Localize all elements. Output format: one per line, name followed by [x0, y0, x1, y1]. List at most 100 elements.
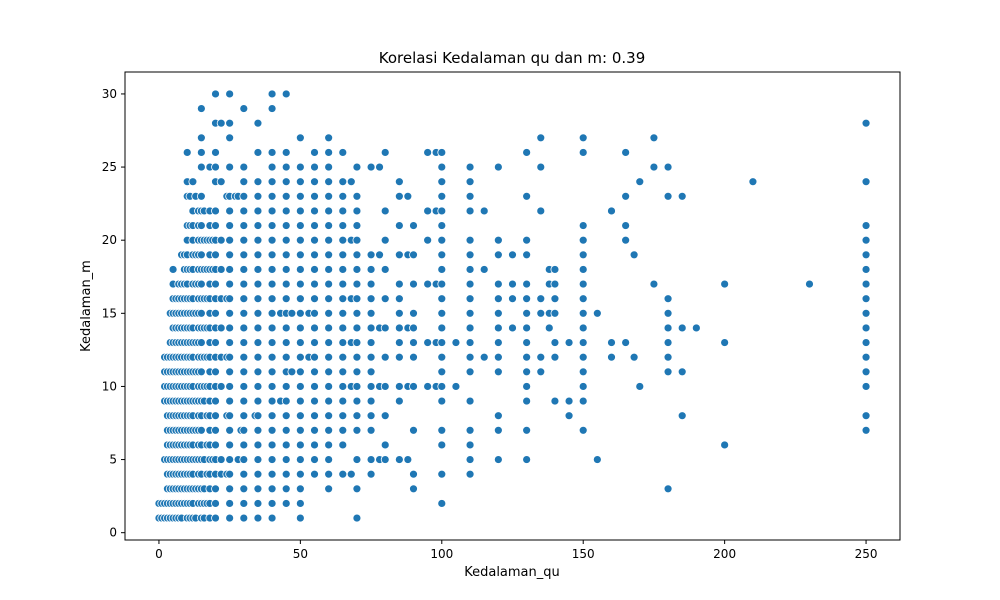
data-point [465, 206, 475, 216]
data-point [522, 250, 532, 260]
data-point [352, 279, 362, 289]
data-point [239, 484, 249, 494]
data-point [578, 396, 588, 406]
data-point [267, 148, 277, 157]
data-point [196, 162, 206, 172]
data-point [380, 382, 390, 391]
data-point [225, 265, 235, 274]
data-point [253, 308, 263, 318]
data-point [352, 235, 362, 245]
data-point [225, 411, 235, 421]
data-point [310, 265, 319, 274]
data-point [720, 279, 730, 289]
data-point [310, 352, 319, 362]
data-point [281, 148, 291, 157]
data-point [607, 352, 616, 362]
data-point [253, 352, 263, 362]
data-point [465, 455, 475, 464]
data-point [211, 148, 220, 157]
data-point [375, 250, 384, 260]
data-point [267, 425, 277, 435]
data-point [196, 338, 206, 347]
data-point [578, 250, 588, 260]
data-point [493, 250, 503, 260]
data-point [861, 352, 871, 362]
data-point [253, 513, 263, 523]
data-point [805, 279, 814, 289]
data-point [225, 499, 235, 508]
data-point [691, 323, 701, 333]
data-point [635, 177, 645, 187]
data-points [154, 89, 871, 523]
data-point [366, 469, 376, 479]
data-point [522, 148, 532, 157]
data-point [239, 440, 249, 450]
data-point [409, 469, 418, 479]
data-point [239, 279, 249, 289]
data-point [663, 162, 673, 172]
data-point [352, 308, 362, 318]
data-point [267, 411, 277, 421]
data-point [861, 294, 871, 304]
data-point [522, 425, 532, 435]
data-point [409, 221, 418, 230]
data-point [211, 206, 220, 216]
data-point [663, 294, 673, 304]
data-point [225, 308, 235, 318]
data-point [437, 177, 447, 187]
data-point [861, 235, 871, 245]
data-point [465, 235, 475, 245]
data-point [239, 499, 249, 508]
data-point [196, 148, 206, 157]
data-point [225, 440, 235, 450]
data-point [310, 308, 319, 318]
data-point [423, 338, 433, 347]
data-point [324, 484, 334, 494]
data-point [380, 440, 390, 450]
data-point [216, 323, 226, 333]
data-point [465, 294, 475, 304]
data-point [295, 455, 305, 464]
data-point [352, 382, 362, 391]
data-point [423, 382, 433, 391]
data-point [281, 338, 291, 347]
data-point [861, 338, 871, 347]
data-point [324, 338, 334, 347]
data-point [211, 440, 220, 450]
data-point [267, 104, 277, 113]
data-point [437, 499, 447, 508]
data-point [578, 425, 588, 435]
data-point [380, 235, 390, 245]
data-point [352, 352, 362, 362]
data-point [366, 250, 376, 260]
data-point [281, 89, 291, 99]
data-point [522, 323, 532, 333]
data-point [253, 118, 263, 128]
data-point [578, 148, 588, 157]
data-point [211, 513, 220, 523]
data-point [295, 162, 305, 172]
data-point [394, 396, 404, 406]
data-point [465, 352, 475, 362]
data-point [352, 265, 362, 274]
data-point [366, 455, 376, 464]
data-point [352, 484, 362, 494]
data-point [295, 133, 305, 143]
data-point [225, 367, 235, 377]
data-point [465, 308, 475, 318]
y-tick-label: 20 [102, 233, 117, 247]
data-point [338, 323, 348, 333]
data-point [324, 265, 334, 274]
data-point [366, 425, 376, 435]
data-point [239, 235, 249, 245]
data-point [508, 250, 517, 260]
axis-ticks: 0 50 100 150 200 250 0 5 10 15 20 25 30 [102, 87, 878, 561]
data-point [225, 513, 235, 523]
data-point [861, 279, 871, 289]
data-point [310, 440, 319, 450]
data-point [338, 279, 348, 289]
data-point [649, 133, 659, 143]
data-point [346, 177, 356, 187]
data-point [324, 148, 334, 157]
data-point [225, 133, 235, 143]
